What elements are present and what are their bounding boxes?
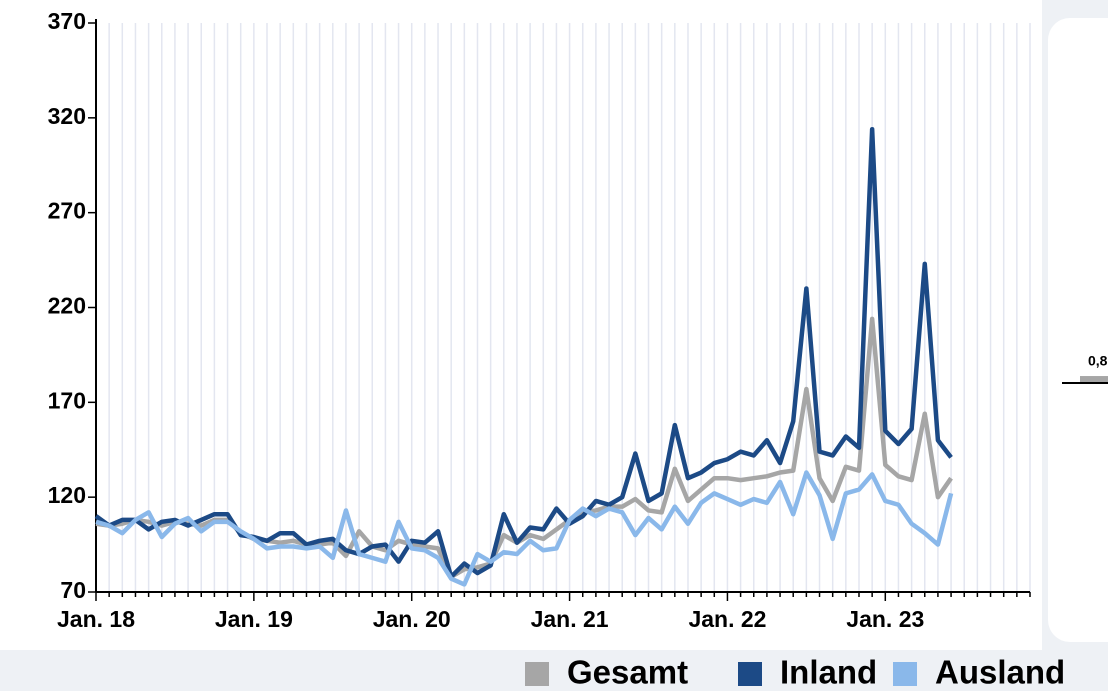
y-tick-label: 320 (48, 103, 86, 129)
x-tick-label: Jan. 20 (373, 606, 451, 632)
x-tick-label: Jan. 18 (57, 606, 135, 632)
y-tick-label: 220 (48, 293, 86, 319)
legend-swatch (525, 662, 549, 686)
x-tick-label: Jan. 21 (531, 606, 609, 632)
legend-label: Gesamt (567, 654, 688, 691)
bar (1080, 376, 1108, 383)
line-series (95, 470, 954, 587)
side-panel (1048, 18, 1108, 642)
y-tick-label: 70 (60, 577, 86, 603)
x-tick-label: Jan. 23 (846, 606, 924, 632)
y-tick-label: 270 (48, 198, 86, 224)
y-tick-label: 170 (48, 387, 86, 413)
legend-label: Inland (780, 654, 877, 691)
legend-swatch (893, 662, 917, 686)
chart: Jan. 18 Jan. 19 Jan. 20 Jan. 21 Jan. 22 Jan. … (48, 8, 1108, 691)
y-tick-label: 120 (48, 482, 86, 508)
legend-swatch (738, 662, 762, 686)
y-tick-label: 370 (48, 8, 86, 34)
value-label: 0,8 (1088, 353, 1108, 369)
x-tick-label: Jan. 22 (688, 606, 766, 632)
legend-label: Ausland (935, 654, 1065, 691)
x-tick-label: Jan. 19 (215, 606, 293, 632)
